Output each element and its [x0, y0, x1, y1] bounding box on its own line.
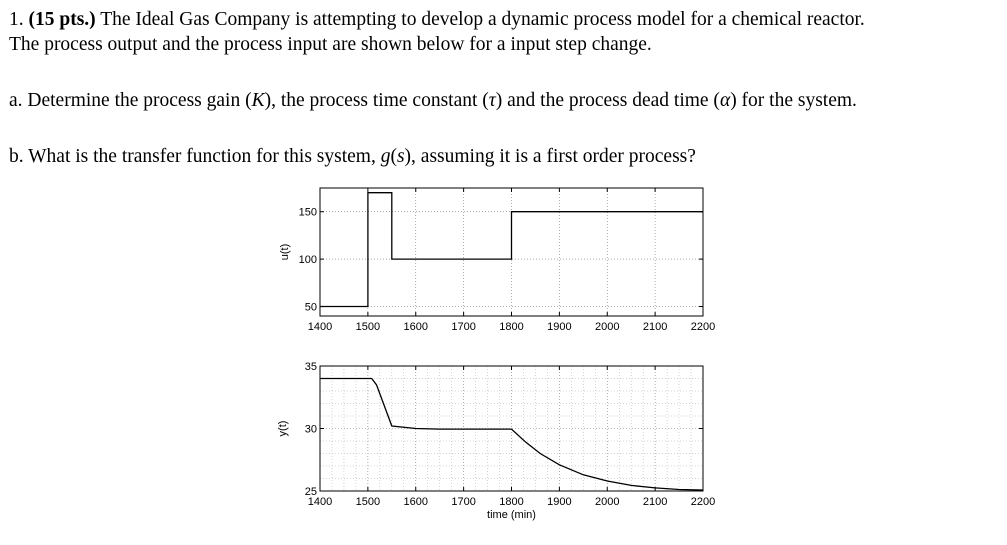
paren-close: ) — [404, 146, 412, 167]
y-tick-label: 50 — [305, 302, 317, 314]
series-line — [320, 192, 703, 308]
x-tick-label: 1600 — [404, 321, 428, 333]
x-tick-label: 1400 — [308, 321, 332, 333]
symbol-alpha: α — [719, 90, 731, 111]
part-a-text-2: ), the process time constant ( — [264, 90, 489, 111]
x-tick-label: 2100 — [643, 496, 667, 508]
x-tick-label: 1800 — [499, 496, 523, 508]
y-tick-label: 150 — [299, 207, 317, 219]
problem-points: (15 pts.) — [28, 9, 96, 30]
chart-2: 1400 1500 1600 1700 1800 1900 2000 2100 2200 25 30… — [277, 361, 715, 521]
x-tick-label: 1900 — [547, 496, 571, 508]
problem-intro-line-1: 1. (15 pts.) The Ideal Gas Company is at… — [9, 8, 865, 32]
part-a-text-1: Determine the process gain ( — [27, 90, 252, 111]
x-tick-label: 2200 — [691, 321, 715, 333]
x-tick-label: 1900 — [547, 321, 571, 333]
x-tick-label: 1700 — [451, 321, 475, 333]
x-tick-label: 2000 — [595, 496, 619, 508]
part-a-text-4: ) for the system. — [730, 90, 857, 111]
y-tick-label: 25 — [305, 486, 317, 498]
problem-intro-line-2: The process output and the process input… — [9, 34, 652, 55]
y-axis-label: u(t) — [279, 244, 291, 261]
x-tick-label: 1800 — [499, 321, 523, 333]
x-tick-label: 1400 — [308, 496, 332, 508]
x-tick-label: 1700 — [451, 496, 475, 508]
x-tick-label: 2100 — [643, 321, 667, 333]
part-b-text-2: , assuming it is a first order process? — [411, 146, 696, 167]
part-a-question: a. Determine the process gain (K), the p… — [9, 89, 857, 113]
paren-open: ( — [390, 146, 397, 167]
y-tick-label: 35 — [305, 361, 317, 373]
symbol-tau: τ — [488, 90, 496, 111]
chart-1: 1400 1500 1600 1700 1800 1900 2000 2100 2200 50 10… — [279, 187, 715, 333]
series-line — [320, 377, 704, 491]
x-tick-label: 2000 — [595, 321, 619, 333]
symbol-gain: K — [251, 90, 265, 111]
part-b-text-1: What is the transfer function for this s… — [28, 146, 381, 167]
x-tick-label: 1600 — [404, 496, 428, 508]
part-a-label: a. — [9, 90, 23, 111]
part-a-text-3: ) and the process dead time ( — [495, 90, 720, 111]
x-axis-label: time (min) — [487, 509, 536, 521]
part-b-label: b. — [9, 146, 24, 167]
y-tick-label: 30 — [305, 424, 317, 436]
part-b-question: b. What is the transfer function for thi… — [9, 145, 696, 169]
intro-text-1: The Ideal Gas Company is attempting to d… — [100, 9, 865, 30]
x-tick-label: 2200 — [691, 496, 715, 508]
x-tick-label: 1500 — [356, 321, 380, 333]
y-axis-label: y(t) — [277, 421, 289, 437]
problem-number: 1. — [9, 9, 24, 30]
y-tick-label: 100 — [299, 254, 317, 266]
symbol-g: g — [380, 146, 391, 167]
symbol-s: s — [396, 146, 405, 167]
x-tick-label: 1500 — [356, 496, 380, 508]
